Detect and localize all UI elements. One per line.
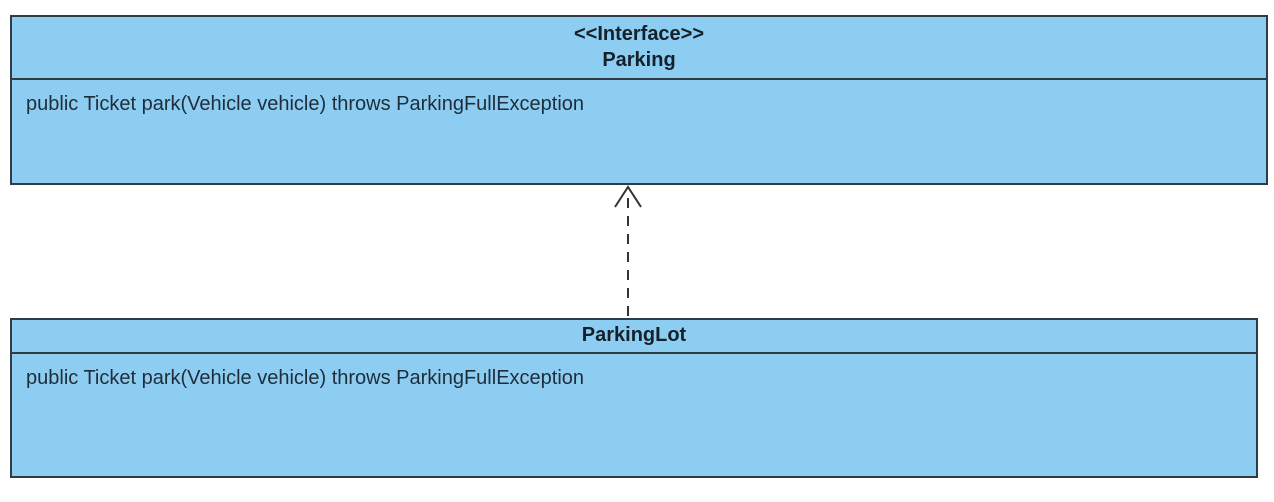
interface-method: public Ticket park(Vehicle vehicle) thro… (26, 93, 585, 115)
interface-methods-compartment: public Ticket park(Vehicle vehicle) thro… (12, 80, 1266, 116)
interface-header: <<Interface>> Parking (12, 17, 1266, 80)
interface-stereotype: <<Interface>> (573, 23, 705, 45)
class-name: ParkingLot (581, 324, 687, 346)
class-header: ParkingLot (12, 320, 1256, 354)
class-method: public Ticket park(Vehicle vehicle) thro… (26, 367, 585, 389)
interface-name: Parking (602, 49, 676, 71)
interface-parking-box: <<Interface>> Parking public Ticket park… (10, 15, 1268, 185)
class-parkinglot-box: ParkingLot public Ticket park(Vehicle ve… (10, 318, 1258, 478)
class-methods-compartment: public Ticket park(Vehicle vehicle) thro… (12, 354, 1256, 390)
realization-open-arrowhead (614, 185, 642, 208)
